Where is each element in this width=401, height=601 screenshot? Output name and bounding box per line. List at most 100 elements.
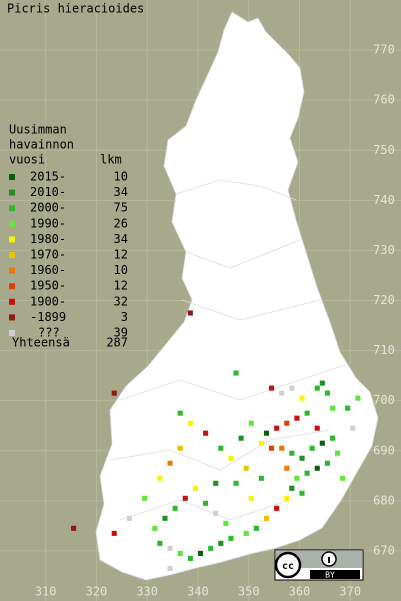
observation-square (142, 495, 148, 501)
finland-outline (95, 11, 379, 581)
observation-square (248, 420, 254, 426)
y-tick-label: 670 (373, 543, 395, 557)
legend-count: 32 (114, 294, 128, 308)
observation-square (350, 425, 356, 431)
legend-swatch (9, 220, 15, 227)
y-tick-label: 680 (373, 493, 395, 507)
observation-square (340, 475, 346, 481)
legend-label: 1980- (30, 232, 66, 246)
y-tick-label: 740 (373, 193, 395, 207)
observation-square (294, 415, 300, 421)
observation-square (299, 395, 305, 401)
observation-square (213, 510, 219, 516)
y-tick-label: 690 (373, 443, 395, 457)
y-tick-label: 730 (373, 243, 395, 257)
observation-square (243, 530, 249, 536)
x-tick-label: 360 (289, 585, 311, 599)
x-tick-label: 330 (136, 585, 158, 599)
legend-count: 26 (114, 216, 128, 230)
legend-label: 1950- (30, 279, 66, 293)
observation-square (309, 445, 315, 451)
cc-icon-text: cc (282, 561, 294, 572)
y-tick-label: 770 (373, 43, 395, 57)
legend-label: 2015- (30, 170, 66, 184)
title: Picris hieracioides (7, 2, 144, 16)
observation-square (284, 465, 290, 471)
observation-square (279, 445, 285, 451)
observation-square (177, 410, 183, 416)
observation-square (274, 505, 280, 511)
legend-swatch (9, 205, 15, 212)
observation-square (243, 465, 249, 471)
legend-swatch (9, 236, 15, 243)
observation-square (203, 500, 209, 506)
observation-square (71, 525, 77, 531)
observation-square (329, 435, 336, 441)
observation-square (111, 390, 117, 396)
observation-square (172, 505, 178, 511)
observation-square (126, 515, 132, 521)
y-tick-label: 720 (373, 293, 395, 307)
observation-square (223, 520, 229, 526)
observation-square (203, 430, 209, 436)
observation-square (152, 525, 158, 531)
observation-square (324, 390, 330, 396)
x-tick-label: 310 (35, 585, 57, 599)
legend-label: 1900- (30, 294, 66, 308)
observation-square (314, 465, 320, 471)
legend-label: 1960- (30, 263, 66, 277)
observation-square (335, 450, 341, 456)
total-label: Yhteensä (12, 336, 70, 350)
observation-square (187, 555, 193, 561)
legend-swatch (9, 174, 15, 180)
observation-square (274, 425, 280, 431)
observation-square (269, 445, 275, 451)
x-tick-label: 350 (238, 585, 260, 599)
observation-square (314, 385, 320, 391)
squares (71, 310, 361, 571)
legend-count: 34 (114, 185, 128, 199)
legend-label: ??? (38, 326, 60, 340)
badge-label-bg (310, 570, 360, 579)
legend-label: 1970- (30, 248, 66, 262)
observation-square (299, 490, 305, 496)
observation-square (294, 475, 300, 481)
legend-header: havainnon (9, 138, 74, 152)
observation-square (299, 455, 305, 461)
observation-square (228, 535, 234, 541)
observation-square (157, 475, 163, 481)
observation-square (279, 390, 285, 396)
observation-square (208, 545, 214, 551)
observation-square (355, 395, 361, 401)
observation-square (187, 310, 193, 316)
by-icon-figure (328, 557, 330, 563)
observation-square (314, 425, 320, 431)
observation-square (329, 405, 336, 411)
y-tick-label: 750 (373, 143, 395, 157)
observation-square (218, 540, 224, 546)
legend-count: 39 (114, 326, 128, 340)
legend-swatch (9, 267, 15, 274)
observation-square (197, 550, 204, 556)
observation-square (238, 435, 244, 441)
legend-header: Uusimman (9, 123, 67, 137)
legend-count: 12 (114, 279, 128, 293)
legend-count: 3 (121, 310, 128, 324)
observation-square (319, 440, 325, 446)
legend-label: 2010- (30, 185, 66, 199)
legend-swatch (9, 330, 15, 336)
legend-count: 10 (114, 263, 128, 277)
cc-icon (274, 551, 302, 579)
observation-square (182, 495, 188, 501)
legend-swatch (9, 252, 15, 258)
observation-square (162, 515, 168, 521)
y-tick-label: 710 (373, 343, 395, 357)
observation-square (248, 495, 254, 501)
legend-count-header: lkm (100, 153, 122, 167)
legend-swatch (9, 314, 15, 321)
observation-square (289, 485, 295, 491)
observation-square (258, 475, 264, 481)
observation-square (233, 370, 239, 376)
legend-swatch (9, 189, 15, 196)
